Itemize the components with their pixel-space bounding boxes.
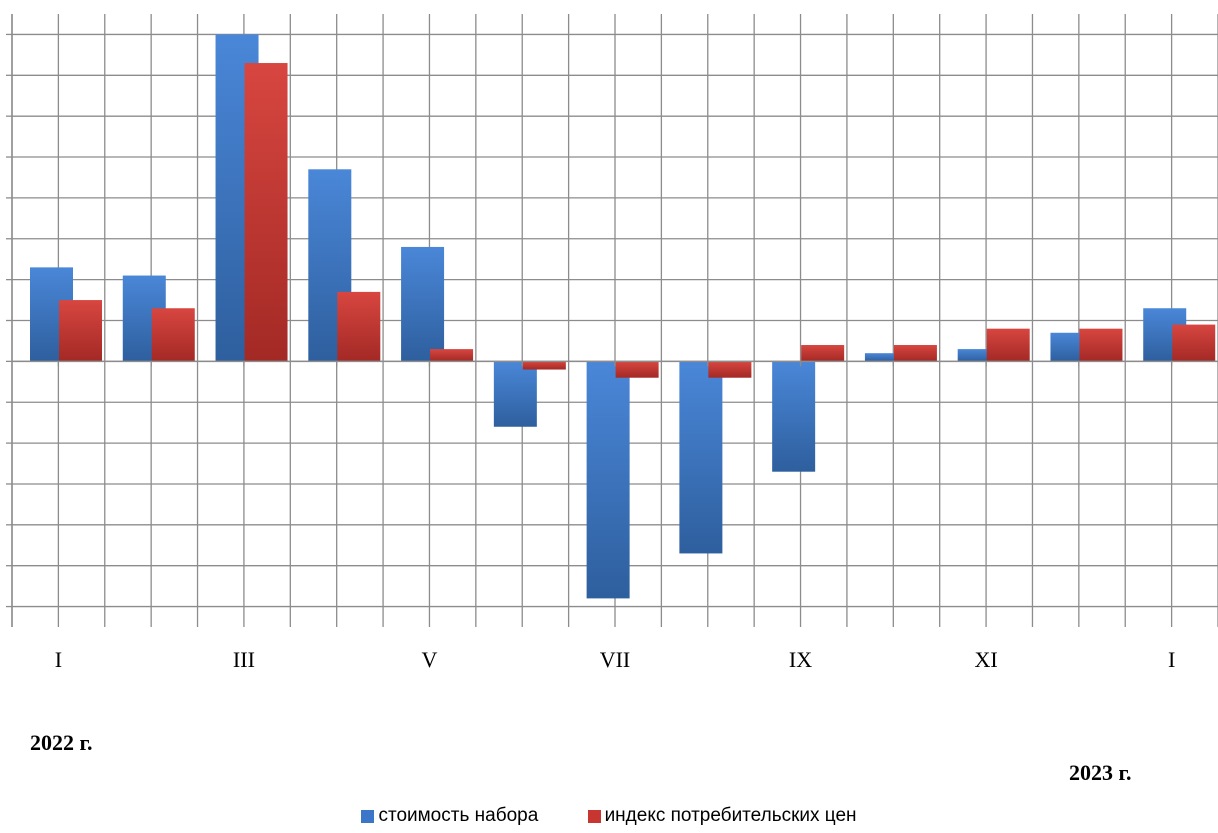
bar-cpi <box>1172 324 1216 362</box>
x-tick-label: XI <box>974 647 997 672</box>
legend-label-cpi: индекс потребительских цен <box>604 805 857 826</box>
bar-cpi <box>801 345 845 362</box>
bar-cost <box>586 361 630 599</box>
bar-cost <box>679 361 723 554</box>
bar-cpi <box>337 291 381 362</box>
year-label-2023: 2023 г. <box>1069 760 1132 785</box>
legend-swatch-cpi <box>587 809 601 823</box>
x-tick-label: VII <box>600 647 631 672</box>
bar-cpi <box>708 361 752 378</box>
x-tick-label: V <box>422 647 438 672</box>
bar-cpi <box>59 300 102 362</box>
legend-item-cost: стоимость набора <box>361 805 538 827</box>
x-tick-label: I <box>55 647 62 672</box>
bar-cpi <box>1079 328 1123 362</box>
x-tick-label: I <box>1168 647 1175 672</box>
bar-cpi <box>151 308 195 362</box>
legend: стоимость набора индекс потребительских … <box>0 805 1218 829</box>
year-label-2022: 2022 г. <box>30 730 93 755</box>
bar-cpi <box>893 345 937 362</box>
bar-cpi <box>244 63 288 362</box>
legend-item-cpi: индекс потребительских цен <box>587 805 857 827</box>
chart: I III V VII IX XI I <box>6 14 1218 672</box>
bars <box>30 34 1216 599</box>
bar-cpi <box>522 361 566 370</box>
axes <box>6 14 1218 627</box>
bar-cost <box>772 361 816 472</box>
legend-label-cost: стоимость набора <box>378 805 539 826</box>
x-tick-labels: I III V VII IX XI I <box>55 647 1176 672</box>
bar-cpi <box>986 328 1030 362</box>
x-tick-label: IX <box>789 647 812 672</box>
bar-cpi <box>615 361 659 378</box>
legend-swatch-cost <box>361 809 375 823</box>
bar-cpi <box>430 349 474 362</box>
bar-cost <box>493 361 537 427</box>
x-tick-label: III <box>233 647 255 672</box>
bar-cost <box>401 246 445 362</box>
bar-cost <box>864 353 908 362</box>
